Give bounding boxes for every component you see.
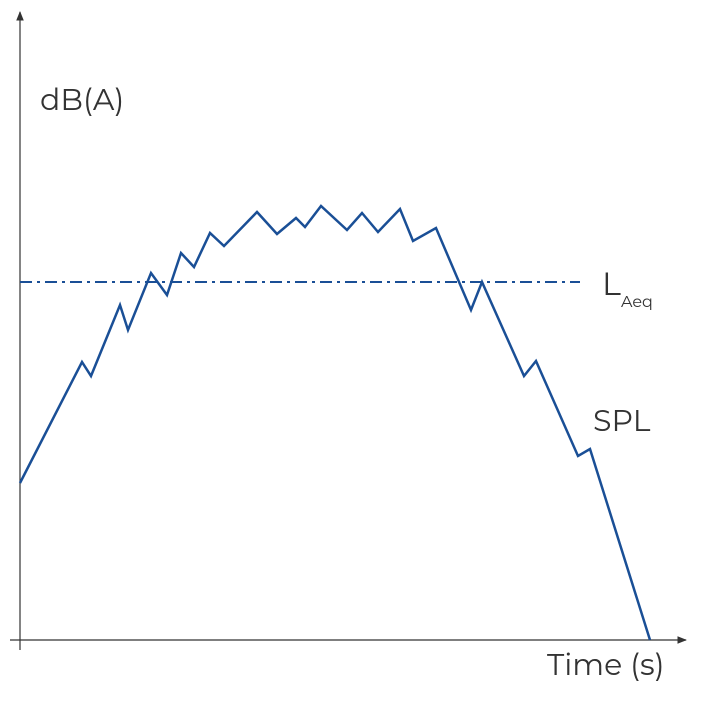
laeq-label: L <box>602 265 621 304</box>
x-axis-label: Time (s) <box>547 646 664 683</box>
laeq-subscript: Aeq <box>621 293 653 312</box>
spl-label: SPL <box>593 402 651 439</box>
y-axis-label: dB(A) <box>40 81 124 118</box>
spl-curve <box>18 204 652 641</box>
